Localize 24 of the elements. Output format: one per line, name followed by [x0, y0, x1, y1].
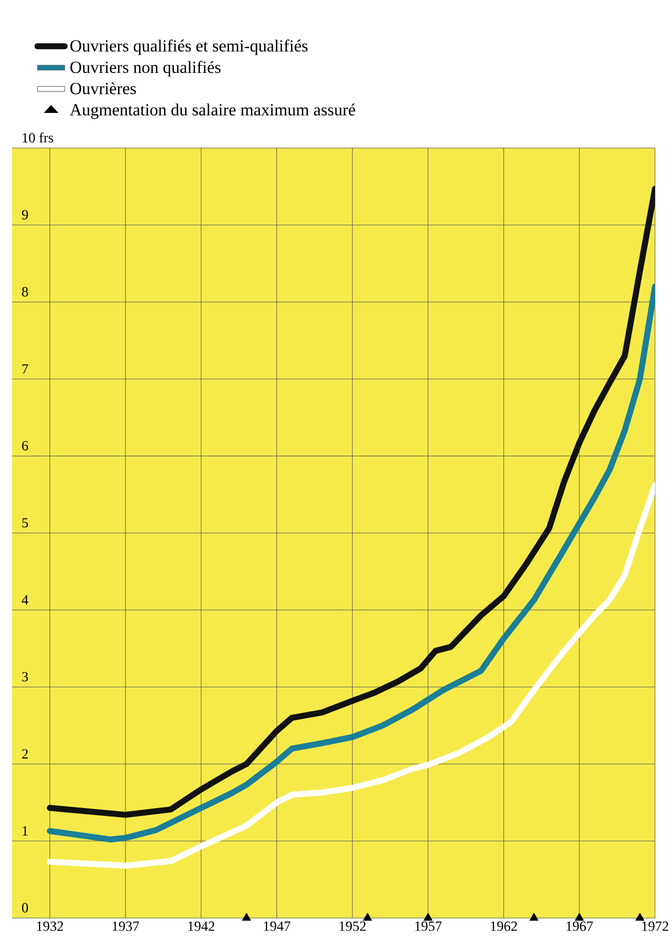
x-tick-label: 1947 — [264, 922, 290, 931]
legend-label: Ouvrières — [70, 82, 136, 94]
y-tick-label: 5 — [22, 518, 28, 528]
legend-label: Augmentation du salaire maximum assuré — [70, 104, 355, 120]
y-tick-label: 7 — [22, 364, 28, 374]
x-tick-label: 1942 — [188, 922, 214, 931]
legend-label: Ouvriers qualifiés et semi-qualifiés — [70, 40, 308, 56]
x-tick-label: 1952 — [340, 922, 366, 931]
y-tick-label: 0 — [22, 903, 28, 912]
x-tick-label: 1937 — [112, 922, 139, 931]
y-tick-label: 1 — [22, 826, 28, 836]
y-tick-label: 3 — [22, 672, 28, 682]
y-tick-label: 9 — [22, 210, 28, 220]
y-tick-label: 2 — [22, 749, 28, 758]
legend-label: Ouvriers non qualifiés — [70, 60, 220, 76]
y-tick-label: 4 — [22, 595, 28, 604]
x-tick-label: 1962 — [490, 922, 517, 931]
x-tick-label: 1972 — [642, 922, 668, 931]
y-tick-label: 6 — [22, 441, 28, 450]
y-tick-label: 10 frs — [22, 132, 54, 142]
y-tick-label: 8 — [22, 287, 28, 296]
x-tick-label: 1932 — [36, 922, 63, 931]
x-tick-label: 1957 — [415, 922, 442, 931]
x-tick-label: 1967 — [566, 922, 593, 931]
